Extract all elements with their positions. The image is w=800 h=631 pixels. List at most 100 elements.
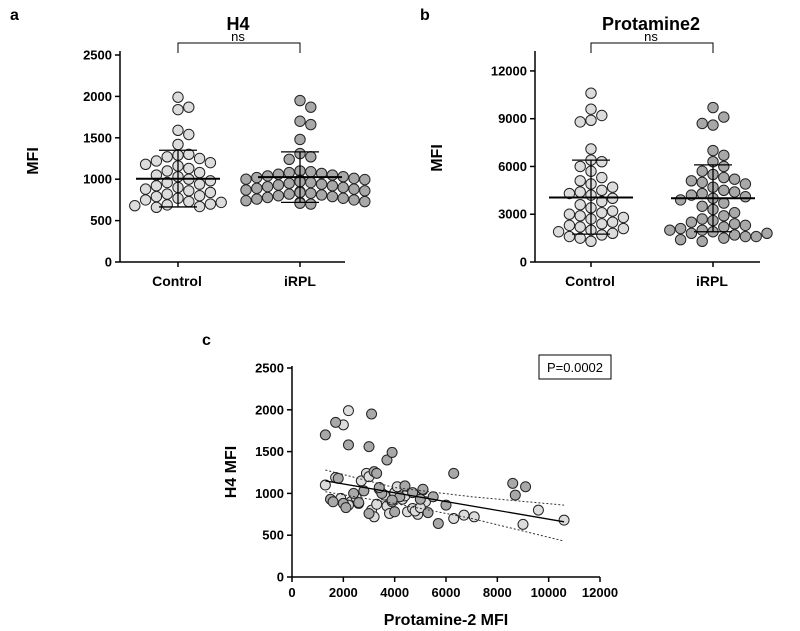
panel-letter-b: b <box>420 7 430 24</box>
b-point-irpl <box>664 224 676 236</box>
panel-a-significance-label: ns <box>231 29 245 44</box>
b-point-control <box>596 109 608 122</box>
b-point-irpl <box>728 218 741 230</box>
a-y-tick-label: 2000 <box>83 89 112 104</box>
b-point-irpl <box>718 197 730 209</box>
a-point-irpl <box>359 185 371 197</box>
c-point-series-2 <box>414 493 426 505</box>
panel-c-marks <box>319 405 570 542</box>
b-point-control <box>606 227 619 240</box>
b-point-irpl <box>696 187 708 200</box>
a-y-tick-label: 1500 <box>83 130 112 145</box>
a-point-control <box>193 178 206 190</box>
b-significance-bracket <box>590 42 714 53</box>
b-point-irpl <box>696 200 708 212</box>
a-point-control <box>183 162 195 175</box>
a-y-tick-label: 1000 <box>83 172 112 187</box>
b-point-control <box>596 195 608 208</box>
c-x-tick-label: 8000 <box>483 585 512 600</box>
panel-b-marks <box>549 42 773 248</box>
c-point-series-2 <box>340 502 352 514</box>
c-point-series-2 <box>386 494 398 506</box>
a-point-irpl <box>294 94 306 107</box>
b-point-control <box>585 114 597 126</box>
a-point-irpl <box>348 172 360 185</box>
b-point-irpl <box>707 119 719 131</box>
c-point-series-2 <box>399 480 411 492</box>
b-point-control <box>596 229 608 241</box>
panel-b-chart: Protamine2 MFI 0 3000 6000 9000 12000 ns Con… <box>429 14 773 289</box>
b-point-irpl <box>718 184 730 197</box>
a-y-tick-label: 2500 <box>83 48 112 63</box>
a-point-control <box>204 175 217 187</box>
b-point-irpl <box>696 165 708 177</box>
b-point-irpl <box>718 160 730 173</box>
c-point-series-1 <box>532 504 544 516</box>
a-point-irpl <box>305 101 317 113</box>
panel-a-axes: 0 500 1000 1500 2000 2500 <box>83 48 345 270</box>
c-y-tick-label: 0 <box>277 570 284 585</box>
b-point-irpl <box>696 224 708 236</box>
a-point-irpl <box>326 190 339 203</box>
b-point-control <box>574 232 586 244</box>
a-point-irpl <box>305 118 317 131</box>
b-point-irpl <box>707 144 719 157</box>
b-point-control <box>606 181 619 193</box>
a-point-irpl <box>283 153 295 166</box>
panel-a-title: H4 <box>226 14 249 34</box>
a-point-irpl <box>261 170 274 182</box>
b-point-control <box>574 210 586 222</box>
panel-c-x-axis-title: Protamine-2 MFI <box>384 612 508 629</box>
b-point-control <box>617 211 630 224</box>
a-point-control <box>150 190 163 203</box>
c-y-tick-label: 1500 <box>255 444 284 459</box>
c-x-tick-label: 0 <box>288 585 295 600</box>
c-point-series-2 <box>319 429 331 441</box>
b-point-irpl <box>685 175 698 187</box>
b-point-control <box>563 230 576 243</box>
b-point-control <box>585 87 597 99</box>
c-y-tick-label: 500 <box>262 528 284 543</box>
b-point-irpl <box>718 111 730 123</box>
c-point-series-2 <box>417 483 429 495</box>
c-ci-lower-line <box>325 491 565 542</box>
c-x-tick-label: 4000 <box>380 585 409 600</box>
b-y-tick-label: 9000 <box>498 111 527 126</box>
a-point-irpl <box>359 173 371 186</box>
b-point-control <box>585 143 597 155</box>
a-point-irpl <box>240 184 252 196</box>
b-point-control <box>574 186 586 198</box>
c-point-series-2 <box>448 467 460 479</box>
a-point-irpl <box>326 180 339 192</box>
panel-c-axes: 0 500 1000 1500 2000 2500 0 2000 4000 6000 8000 100… <box>255 361 618 601</box>
c-y-tick-label: 2000 <box>255 402 284 417</box>
b-point-control <box>596 184 608 197</box>
b-point-irpl <box>685 227 698 240</box>
a-point-control <box>183 128 195 141</box>
b-point-irpl <box>728 206 741 219</box>
a-y-tick-label: 0 <box>105 255 112 270</box>
b-y-tick-label: 3000 <box>498 207 527 222</box>
c-point-series-2 <box>366 408 378 420</box>
b-point-irpl <box>685 216 698 228</box>
a-point-irpl <box>261 191 274 204</box>
a-point-control <box>183 195 195 208</box>
a-significance-bracket <box>177 42 301 53</box>
b-point-irpl <box>718 210 730 222</box>
a-point-control <box>172 103 184 116</box>
b-point-control <box>552 226 565 238</box>
b-point-control <box>596 206 608 219</box>
panel-a-chart: H4 MFI 0 500 1000 1500 2000 2500 ns Control i… <box>25 14 371 289</box>
b-point-irpl <box>674 222 687 235</box>
b-y-tick-label: 6000 <box>498 159 527 174</box>
panel-c-chart: H4 MFI Protamine-2 MFI 0 500 1000 1500 2000 2… <box>223 354 618 629</box>
c-point-series-1 <box>319 479 331 491</box>
b-point-control <box>563 187 576 200</box>
a-point-irpl <box>283 188 295 200</box>
b-point-irpl <box>696 117 708 130</box>
b-point-control <box>574 175 586 187</box>
b-point-control <box>574 160 586 173</box>
a-point-irpl <box>294 133 306 146</box>
a-point-irpl <box>359 195 371 208</box>
b-point-control <box>585 235 597 248</box>
